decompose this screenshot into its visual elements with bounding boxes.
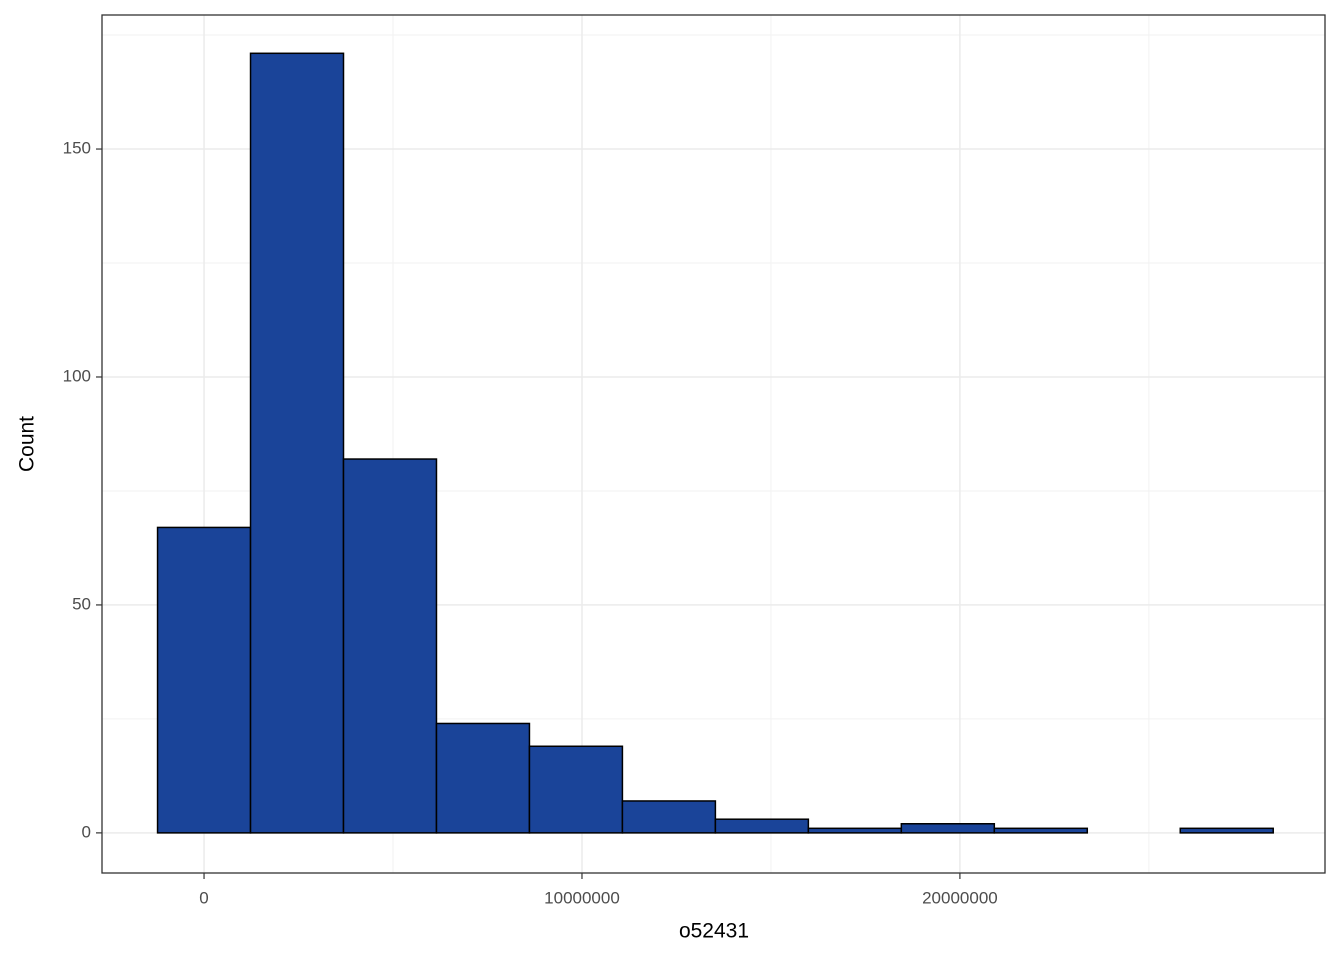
x-tick-label: 10000000 xyxy=(544,888,620,907)
y-tick-label: 50 xyxy=(72,594,91,613)
bar xyxy=(621,800,717,834)
bar xyxy=(249,52,345,834)
bar xyxy=(714,818,810,834)
bar xyxy=(156,526,252,834)
bar xyxy=(528,745,624,834)
bar xyxy=(342,458,438,834)
y-tick-label: 150 xyxy=(63,139,91,158)
x-axis-title: o52431 xyxy=(679,920,749,943)
bar xyxy=(435,722,531,834)
x-tick-label: 0 xyxy=(199,888,208,907)
bar xyxy=(900,823,996,834)
bar xyxy=(993,827,1089,834)
y-tick-label: 100 xyxy=(63,366,91,385)
y-tick-label: 0 xyxy=(82,822,91,841)
panel-border xyxy=(101,14,1326,874)
bar xyxy=(1179,827,1274,834)
x-tick-label: 20000000 xyxy=(922,888,998,907)
y-axis-title: Count xyxy=(16,416,39,472)
bar xyxy=(807,827,903,834)
